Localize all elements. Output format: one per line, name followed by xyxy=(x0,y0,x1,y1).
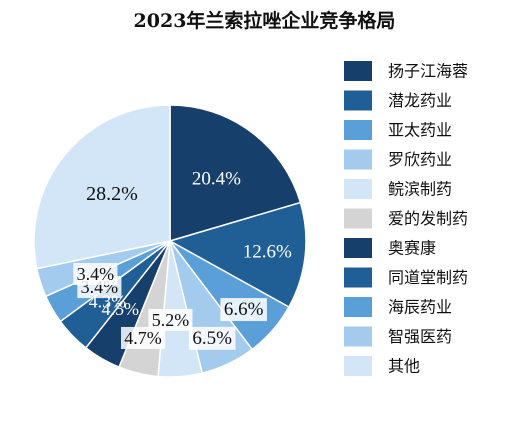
legend-swatch-2 xyxy=(344,90,372,111)
pie-labels: 20.4%12.6%6.6%6.5%5.2%4.7%4.5%4.3%3.4%3.… xyxy=(73,168,292,350)
slice-label-5: 5.2% xyxy=(152,310,190,330)
legend-swatch-9 xyxy=(344,297,372,317)
legend-label-5: 鲩滨制药 xyxy=(388,180,452,199)
pie-slice-11 xyxy=(33,104,171,270)
legend-label-9: 海辰药业 xyxy=(388,298,452,317)
slice-label-2: 12.6% xyxy=(243,241,292,262)
pie-slice-2 xyxy=(168,201,307,309)
legend-label-1: 扬子江海蓉 xyxy=(388,62,468,81)
legend-swatch-10 xyxy=(344,326,372,347)
slice-label-7: 4.5% xyxy=(102,299,140,319)
legend-swatch-8 xyxy=(344,267,372,288)
legend-swatch-5 xyxy=(344,179,372,199)
legend-swatch-3 xyxy=(344,120,372,140)
slice-label-box-10 xyxy=(73,263,118,286)
pie-slice-1 xyxy=(169,104,302,243)
legend: 扬子江海蓉潜龙药业亚太药业罗欣药业鲩滨制药爱的发制药奥赛康同道堂制药海辰药业智强… xyxy=(344,61,468,376)
slice-label-box-5 xyxy=(148,308,193,331)
legend-label-6: 爱的发制药 xyxy=(388,209,468,228)
slice-label-4: 6.5% xyxy=(192,328,232,349)
legend-label-8: 同道堂制药 xyxy=(388,268,468,287)
slice-label-6: 4.7% xyxy=(124,328,162,348)
legend-swatch-4 xyxy=(344,149,372,170)
slice-label-3: 6.6% xyxy=(224,299,264,320)
legend-swatch-1 xyxy=(344,61,372,81)
slice-label-10: 3.4% xyxy=(77,264,115,284)
slice-label-box-4 xyxy=(188,326,236,350)
legend-label-3: 亚太药业 xyxy=(388,121,452,140)
legend-swatch-6 xyxy=(344,208,372,229)
legend-label-7: 奥赛康 xyxy=(388,239,436,258)
legend-label-4: 罗欣药业 xyxy=(388,150,452,169)
legend-swatch-11 xyxy=(344,356,372,376)
chart-title: 2023年兰索拉唑企业竞争格局 xyxy=(133,10,396,32)
legend-label-11: 其他 xyxy=(388,357,420,376)
slice-label-box-3 xyxy=(220,298,267,322)
legend-label-2: 潜龙药业 xyxy=(388,91,452,110)
legend-swatch-7 xyxy=(344,238,372,258)
slice-label-11: 28.2% xyxy=(86,183,138,205)
slice-label-1: 20.4% xyxy=(192,168,241,189)
slice-label-box-6 xyxy=(121,326,166,349)
legend-label-10: 智强医药 xyxy=(388,327,452,346)
